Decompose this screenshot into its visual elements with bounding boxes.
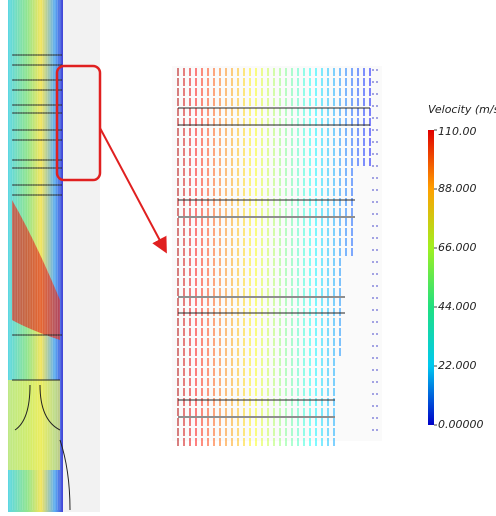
colorbar-tick-label: 44.000: [438, 300, 477, 313]
colorbar-tick-label: 0.00000: [438, 418, 484, 431]
figure: Velocity (m/s) 110.00 88.000 66.000 44.000 2…: [0, 0, 496, 516]
page: Velocity (m/s) 110.00 88.000 66.000 44.000 2…: [0, 0, 496, 516]
overview-wake: [63, 0, 100, 512]
zoom-arrow: [100, 128, 165, 250]
colorbar-tick-label: 110.00: [438, 125, 477, 138]
colorbar-ticks: 110.00 88.000 66.000 44.000 22.000 0.00000: [434, 125, 484, 431]
colorbar: [428, 130, 434, 425]
colorbar-tick-label: 66.000: [438, 241, 477, 254]
colorbar-tick-label: 88.000: [438, 182, 477, 195]
colorbar-tick-label: 22.000: [438, 359, 477, 372]
colorbar-title: Velocity (m/s): [428, 103, 496, 116]
zoom-panel: [172, 66, 382, 441]
